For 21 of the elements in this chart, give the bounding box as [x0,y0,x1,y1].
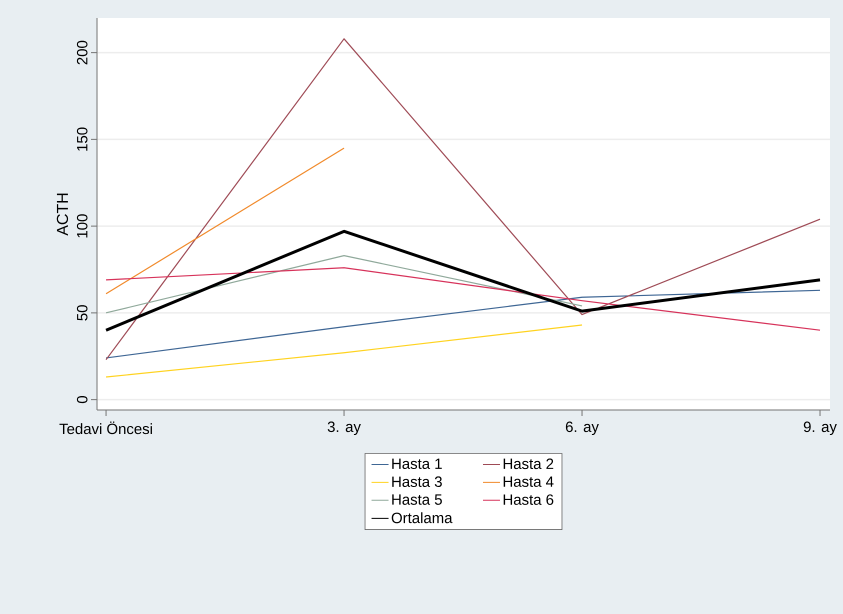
y-tick-label: 150 [76,128,88,151]
x-tick-label: Tedavi Öncesi [59,422,152,434]
line-series [105,38,821,360]
y-tick-label: 200 [76,40,88,64]
x-tick-label: 3. ay [328,422,361,436]
line-series [104,230,822,332]
legend-label: Hasta 2 [504,458,554,470]
y-tick-label: 50 [76,305,88,321]
legend-label: Hasta 1 [392,458,442,469]
legend-label: Hasta 5 [392,494,442,505]
x-tick-label: 9. ay [804,422,837,436]
line-series [105,290,821,359]
line-series [105,267,821,331]
legend-label: Hasta 4 [504,476,554,487]
y-tick-label: 100 [76,214,88,238]
y-tick-label: 0 [76,396,88,404]
x-tick-label: 6. ay [566,422,599,436]
legend-label: Ortalama [392,512,452,524]
legend-label: Hasta 6 [504,494,554,505]
legend-label: Hasta 3 [392,476,442,487]
y-axis-title: ACTH [56,194,68,236]
